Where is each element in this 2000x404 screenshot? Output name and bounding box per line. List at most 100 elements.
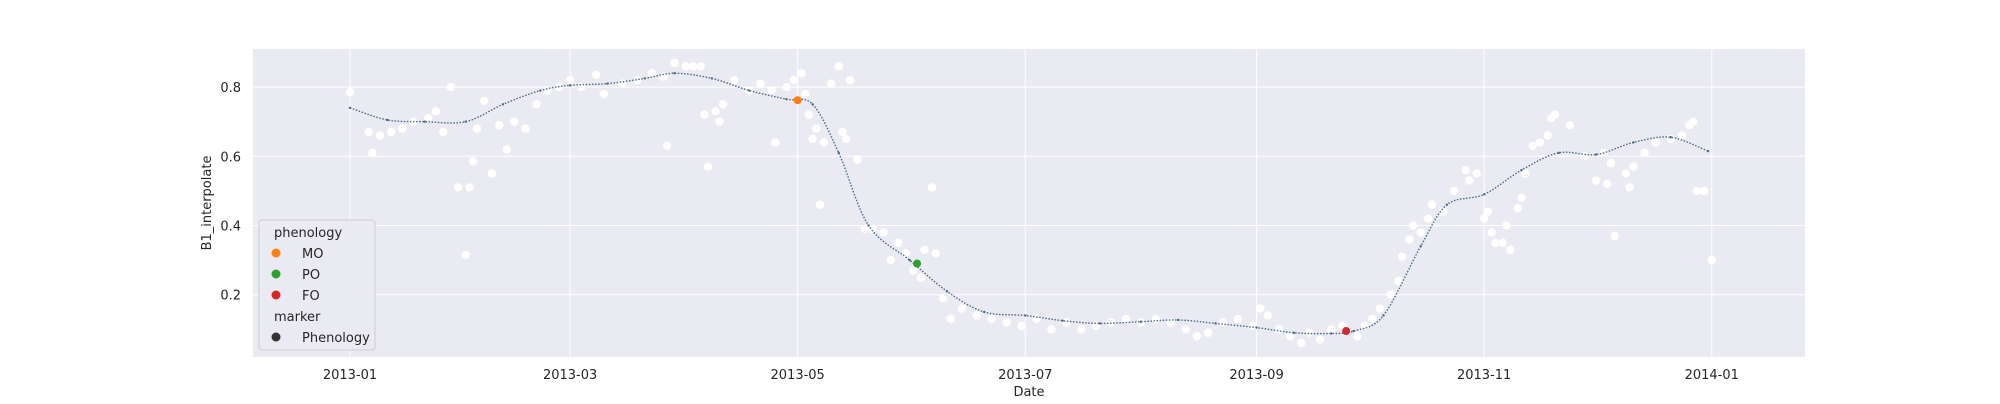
raw-point [1677, 131, 1687, 140]
phenology-point-fo [1342, 327, 1351, 336]
smoothed-point [1557, 151, 1560, 155]
raw-point [938, 293, 948, 303]
raw-point [931, 248, 940, 258]
raw-point [1368, 314, 1377, 324]
raw-point [1233, 314, 1243, 324]
raw-point [1002, 318, 1011, 327]
raw-point [703, 162, 713, 171]
raw-point [480, 96, 489, 106]
raw-point [1315, 335, 1325, 344]
smoothed-point [1520, 168, 1523, 172]
raw-point [1666, 134, 1675, 144]
smoothed-point [1177, 318, 1180, 322]
raw-points [345, 58, 1716, 348]
raw-point [368, 148, 377, 158]
raw-point [1692, 186, 1702, 196]
raw-point [1263, 311, 1272, 320]
raw-point [509, 117, 519, 126]
smoothed-point [386, 118, 389, 122]
raw-point [1513, 203, 1522, 213]
raw-point [718, 100, 728, 109]
smoothed-point [464, 120, 467, 123]
raw-point [1603, 179, 1612, 189]
raw-point [957, 304, 967, 313]
tick-labels: 2013-01 2013-03 2013-05 2013-07 2013-09 2013-… [220, 81, 1739, 383]
legend-box [258, 219, 376, 351]
raw-point [1077, 325, 1086, 334]
raw-point [841, 134, 851, 144]
raw-point [461, 250, 470, 260]
raw-point [1375, 304, 1384, 313]
raw-point [1151, 314, 1161, 324]
raw-point [1326, 325, 1336, 334]
y-tick-label: 0.8 [220, 81, 241, 96]
raw-point [853, 155, 862, 164]
x-tick-label: 2013-09 [1229, 368, 1283, 383]
raw-point [1405, 235, 1414, 244]
raw-point [689, 62, 698, 71]
raw-point [446, 82, 455, 92]
legend-mo-label: MO [302, 247, 323, 262]
smoothed-point [1445, 203, 1449, 206]
raw-point [927, 183, 937, 192]
raw-point [815, 200, 825, 209]
raw-point [972, 311, 981, 320]
raw-point [1438, 207, 1448, 216]
raw-point [1166, 318, 1175, 327]
raw-point [662, 141, 672, 151]
raw-point [916, 273, 926, 282]
smoothed-point [423, 120, 426, 123]
y-tick-label: 0.6 [220, 150, 241, 165]
legend: phenology MO PO FO marker Phenology [258, 219, 376, 351]
smoothed-point [837, 151, 840, 155]
raw-point [1517, 193, 1526, 203]
raw-point [1386, 290, 1396, 299]
raw-point [386, 127, 396, 137]
phenology-points [793, 96, 1351, 336]
legend-fo-label: FO [302, 289, 320, 304]
x-tick-label: 2013-07 [998, 368, 1052, 383]
x-tick-label: 2013-01 [323, 368, 377, 383]
raw-point [1543, 131, 1552, 140]
raw-point [789, 75, 799, 85]
raw-point [782, 82, 791, 92]
y-axis-label: B1_interpolate [200, 156, 215, 251]
raw-point [1506, 245, 1515, 254]
raw-point [771, 138, 780, 147]
smoothed-point [1329, 332, 1333, 335]
raw-point [659, 72, 668, 81]
raw-point [1688, 117, 1698, 126]
smoothed-point [785, 97, 788, 101]
raw-point [543, 86, 552, 95]
smoothed-point [501, 103, 505, 106]
raw-point [1304, 328, 1314, 337]
raw-point [838, 127, 847, 137]
legend-po-marker [271, 269, 281, 279]
smoothed-point [1482, 193, 1486, 196]
smoothed-point [1632, 141, 1635, 144]
y-tick-label: 0.4 [220, 219, 241, 234]
phenology-point-po [913, 259, 922, 268]
raw-point [1416, 228, 1425, 237]
smoothed-point [1352, 329, 1355, 333]
raw-point [1427, 200, 1437, 209]
raw-point [1285, 332, 1295, 341]
raw-point [345, 88, 355, 97]
raw-point [468, 157, 478, 166]
smoothed-point [1024, 314, 1027, 317]
raw-point [886, 255, 896, 265]
smoothed-point [1255, 326, 1258, 329]
raw-point [1629, 162, 1638, 171]
smoothed-point [673, 72, 676, 75]
raw-point [987, 314, 996, 324]
raw-point [1461, 165, 1470, 175]
smoothed-point [1139, 320, 1143, 323]
raw-point [465, 183, 474, 192]
raw-point [532, 100, 541, 109]
raw-point [1535, 138, 1545, 147]
raw-point [879, 228, 888, 237]
raw-point [868, 224, 877, 234]
smoothed-point [539, 89, 542, 92]
raw-point [1483, 207, 1493, 216]
